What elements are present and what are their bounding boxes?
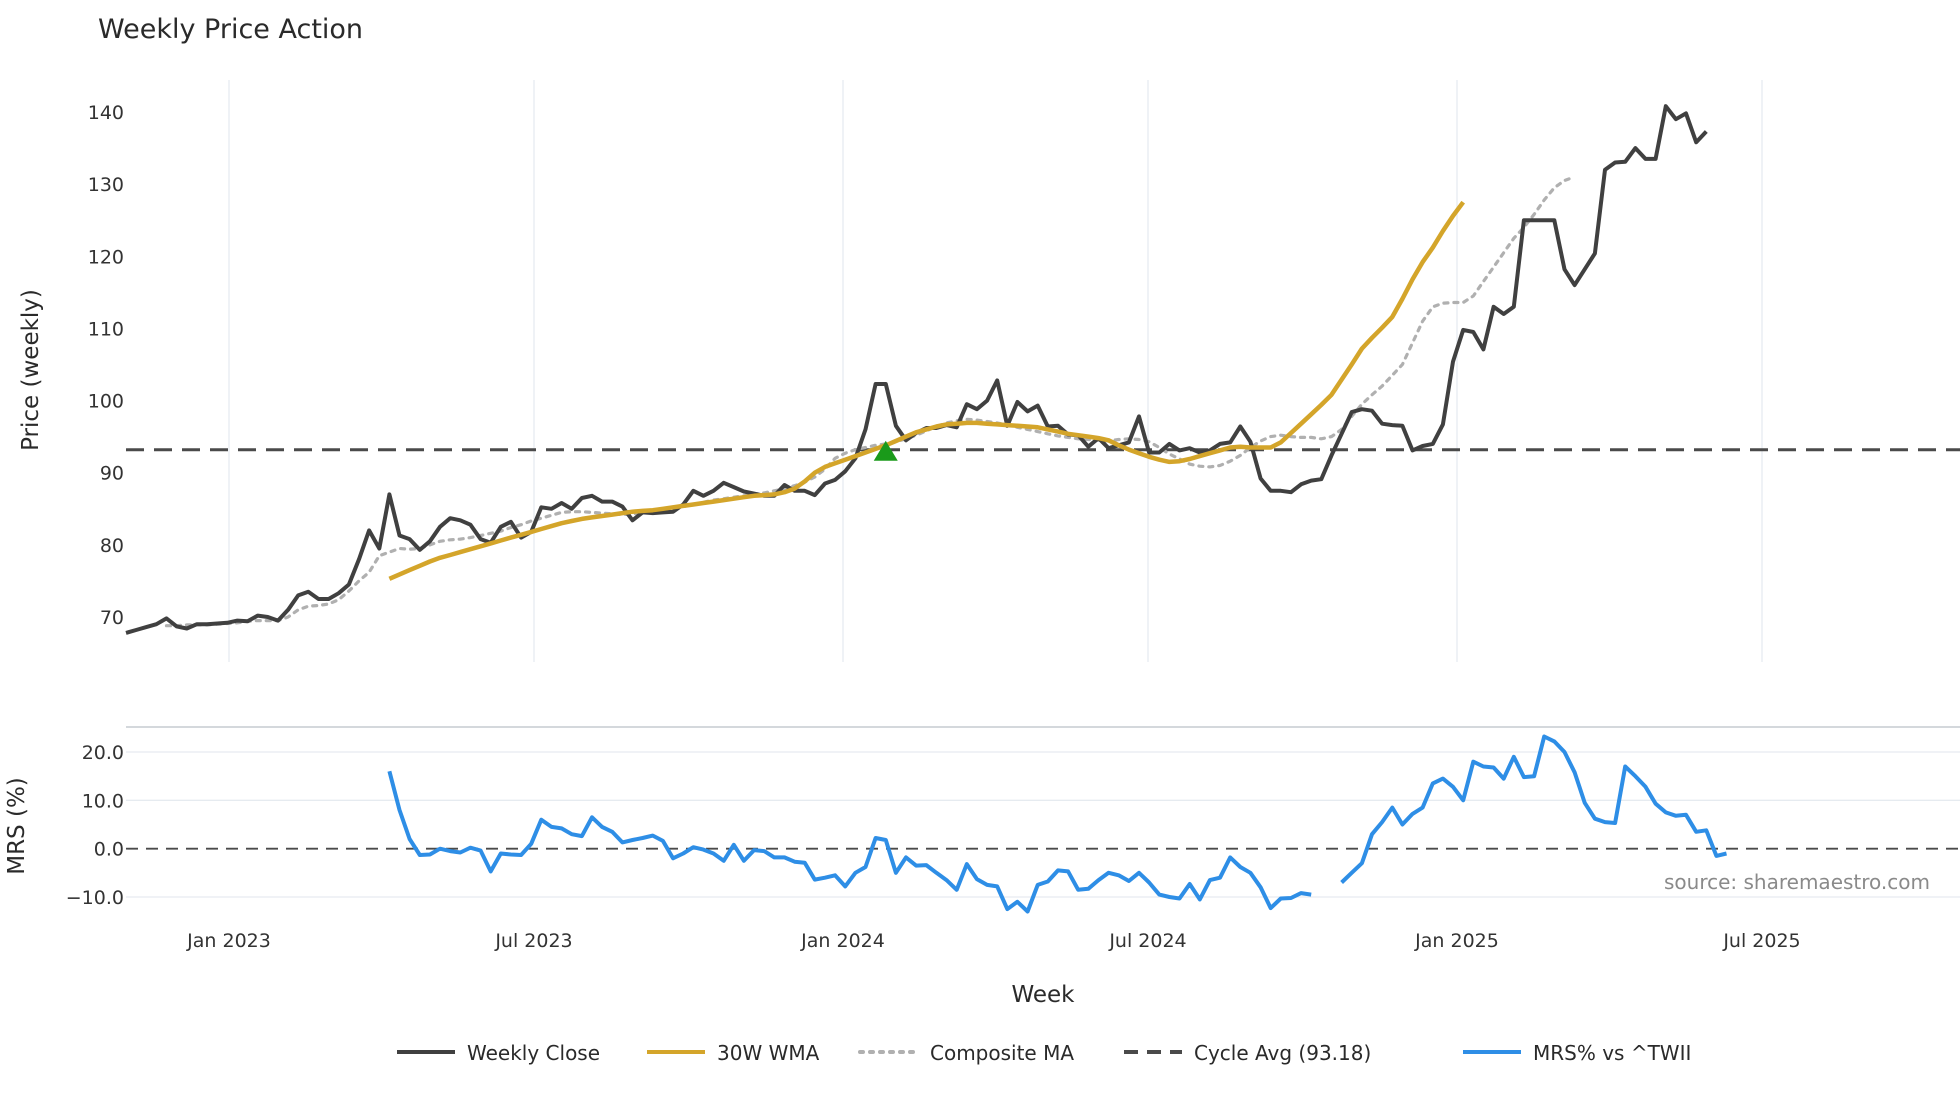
x-tick-label: Jul 2024 xyxy=(1108,930,1186,952)
mrs-panel xyxy=(126,734,1960,914)
legend-label: Composite MA xyxy=(930,1041,1074,1065)
legend-item: MRS% vs ^TWII xyxy=(1463,1041,1691,1065)
mrs-y-axis-label: MRS (%) xyxy=(4,777,30,875)
mrs-series-segment-2 xyxy=(1340,734,1727,884)
x-tick-label: Jul 2025 xyxy=(1722,930,1800,952)
mrs-y-tick-label: −10.0 xyxy=(66,887,124,909)
price-panel xyxy=(125,104,1960,635)
price-y-tick-label: 110 xyxy=(88,318,124,340)
price-y-tick-label: 90 xyxy=(100,463,124,485)
x-tick-label: Jan 2025 xyxy=(1414,930,1499,952)
legend-label: Cycle Avg (93.18) xyxy=(1194,1041,1371,1065)
price-y-tick-label: 130 xyxy=(88,174,124,196)
legend-label: MRS% vs ^TWII xyxy=(1533,1041,1691,1065)
legend-label: 30W WMA xyxy=(717,1041,820,1065)
buy-signal-marker xyxy=(873,440,898,461)
price-y-tick-label: 120 xyxy=(88,246,124,268)
legend-item: Cycle Avg (93.18) xyxy=(1124,1041,1371,1065)
axis-layer: Jan 2023 Jul 2023 Jan 2024 Jul 2024 Jan 2025… xyxy=(66,102,1801,952)
wma-30w-series xyxy=(388,200,1466,581)
source-credit: source: sharemaestro.com xyxy=(1664,870,1930,894)
chart-title: Weekly Price Action xyxy=(98,14,363,45)
legend: Weekly Close 30W WMA Composite MA Cycle Avg… xyxy=(397,1041,1691,1065)
grid-layer xyxy=(126,80,1960,898)
mrs-y-tick-label: 10.0 xyxy=(82,790,124,812)
mrs-series-segment-1 xyxy=(387,770,1312,914)
x-axis-label: Week xyxy=(1011,982,1075,1008)
x-tick-label: Jan 2024 xyxy=(800,930,885,952)
x-tick-label: Jan 2023 xyxy=(186,930,271,952)
price-y-tick-label: 100 xyxy=(88,391,124,413)
price-y-tick-label: 80 xyxy=(100,535,124,557)
mrs-y-tick-label: 20.0 xyxy=(82,742,124,764)
composite-ma-series xyxy=(164,175,1577,628)
price-y-tick-label: 70 xyxy=(100,607,124,629)
x-tick-label: Jul 2023 xyxy=(494,930,572,952)
price-y-axis-label: Price (weekly) xyxy=(18,289,44,451)
mrs-y-tick-label: 0.0 xyxy=(94,839,124,861)
legend-item: 30W WMA xyxy=(647,1041,820,1065)
legend-label: Weekly Close xyxy=(467,1041,600,1065)
weekly-close-series xyxy=(125,104,1708,635)
legend-item: Weekly Close xyxy=(397,1041,600,1065)
price-y-tick-label: 140 xyxy=(88,102,124,124)
legend-item: Composite MA xyxy=(858,1041,1074,1065)
